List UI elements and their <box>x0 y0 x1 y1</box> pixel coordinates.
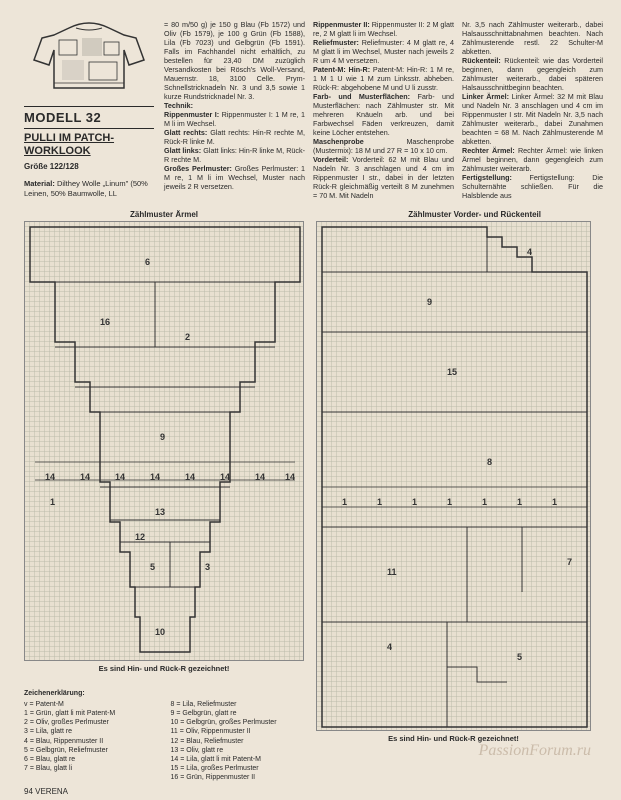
model-number: MODELL 32 <box>24 110 154 125</box>
watermark: PassionForum.ru <box>479 742 591 760</box>
size-label: Größe 122/128 <box>24 162 154 171</box>
sleeve-chart: Zählmuster Ärmel 616291414 <box>24 210 304 743</box>
legend: Zeichenerklärung: v = Patent-M1 = Grün, … <box>24 689 299 782</box>
column-1: = 80 m/50 g) je 150 g Blau (Fb 1572) und… <box>164 20 305 200</box>
instruction-columns: = 80 m/50 g) je 150 g Blau (Fb 1572) und… <box>164 20 603 200</box>
column-2: Rippenmuster II: Rippenmuster II: 2 M gl… <box>313 20 454 200</box>
page-number: 94 VERENA <box>24 787 68 796</box>
column-3: Nr. 3,5 nach Zählmuster weiterarb., dabe… <box>462 20 603 200</box>
material-text: Material: Dilthey Wolle „Linum" (50% Lei… <box>24 179 154 198</box>
model-title: PULLI IM PATCH-WORKLOOK <box>24 132 154 158</box>
body-chart: Zählmuster Vorder- und Rückenteil <box>316 210 591 743</box>
sweater-illustration <box>24 20 154 95</box>
